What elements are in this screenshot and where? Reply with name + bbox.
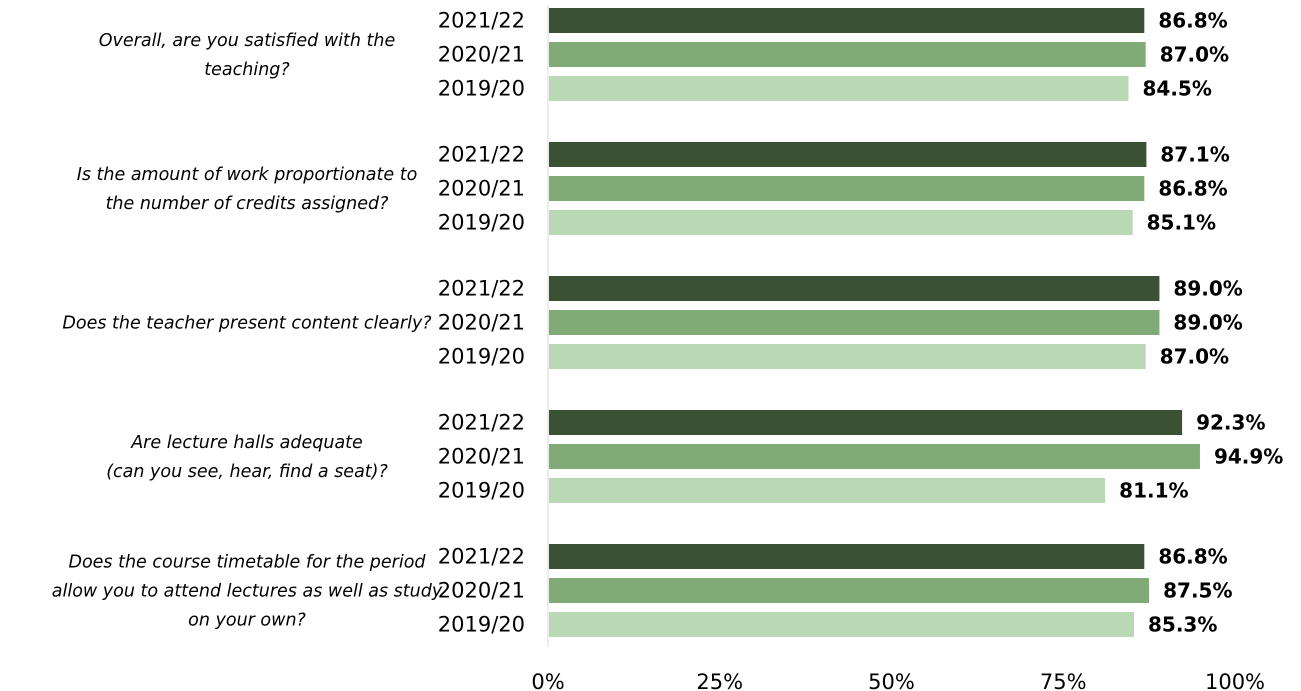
bar bbox=[549, 310, 1160, 335]
group-label: the number of credits assigned? bbox=[106, 194, 389, 214]
data-label: 87.0% bbox=[1160, 43, 1229, 67]
bar bbox=[549, 210, 1133, 235]
series-label: 2020/21 bbox=[438, 43, 525, 67]
data-label: 86.8% bbox=[1158, 177, 1227, 201]
bar bbox=[549, 176, 1145, 201]
series-label: 2020/21 bbox=[438, 177, 525, 201]
series-label: 2019/20 bbox=[438, 613, 525, 637]
bar bbox=[549, 344, 1146, 369]
group-label: on your own? bbox=[188, 611, 306, 631]
data-label: 84.5% bbox=[1143, 77, 1212, 101]
bar bbox=[549, 8, 1145, 33]
group-label: Are lecture halls adequate bbox=[130, 433, 363, 453]
series-label: 2021/22 bbox=[438, 9, 525, 33]
series-label: 2020/21 bbox=[438, 445, 525, 469]
bar bbox=[549, 42, 1146, 67]
bar bbox=[549, 444, 1200, 469]
data-label: 87.1% bbox=[1160, 143, 1229, 167]
series-label: 2019/20 bbox=[438, 345, 525, 369]
bar bbox=[549, 578, 1150, 603]
group-label: allow you to attend lectures as well as … bbox=[52, 582, 443, 602]
data-label: 87.5% bbox=[1163, 579, 1232, 603]
bar bbox=[549, 478, 1106, 503]
axis-layer: 0% 25% 50% 75% 100% bbox=[531, 5, 1265, 691]
series-label: 2020/21 bbox=[438, 579, 525, 603]
group-label: Does the teacher present content clearly… bbox=[62, 314, 431, 334]
series-label: 2021/22 bbox=[438, 545, 525, 569]
bar bbox=[549, 612, 1135, 637]
series-label: 2021/22 bbox=[438, 277, 525, 301]
bar bbox=[549, 410, 1183, 435]
bar bbox=[549, 76, 1129, 101]
group-label: Overall, are you satisfied with the bbox=[99, 31, 395, 51]
x-tick-label: 25% bbox=[696, 670, 743, 691]
data-label: 81.1% bbox=[1119, 479, 1188, 503]
data-label: 94.9% bbox=[1214, 445, 1283, 469]
series-label: 2021/22 bbox=[438, 411, 525, 435]
x-tick-label: 100% bbox=[1205, 670, 1265, 691]
group-label: (can you see, hear, find a seat)? bbox=[106, 462, 388, 482]
bars-layer bbox=[549, 8, 1200, 637]
labels-layer: Overall, are you satisfied with the teach… bbox=[52, 9, 1284, 637]
data-label: 85.3% bbox=[1148, 613, 1217, 637]
series-label: 2019/20 bbox=[438, 77, 525, 101]
x-tick-label: 0% bbox=[531, 670, 564, 691]
data-label: 89.0% bbox=[1173, 311, 1242, 335]
group-label: Does the course timetable for the period bbox=[68, 553, 426, 573]
x-tick-label: 75% bbox=[1040, 670, 1087, 691]
x-tick-label: 50% bbox=[868, 670, 915, 691]
bar bbox=[549, 276, 1160, 301]
series-label: 2020/21 bbox=[438, 311, 525, 335]
series-label: 2021/22 bbox=[438, 143, 525, 167]
bar bbox=[549, 142, 1147, 167]
series-label: 2019/20 bbox=[438, 211, 525, 235]
data-label: 85.1% bbox=[1147, 211, 1216, 235]
group-label: teaching? bbox=[204, 60, 289, 80]
data-label: 87.0% bbox=[1160, 345, 1229, 369]
bar bbox=[549, 544, 1145, 569]
series-label: 2019/20 bbox=[438, 479, 525, 503]
data-label: 86.8% bbox=[1158, 9, 1227, 33]
group-label: Is the amount of work proportionate to bbox=[77, 165, 418, 185]
data-label: 89.0% bbox=[1173, 277, 1242, 301]
data-label: 92.3% bbox=[1196, 411, 1265, 435]
data-label: 86.8% bbox=[1158, 545, 1227, 569]
